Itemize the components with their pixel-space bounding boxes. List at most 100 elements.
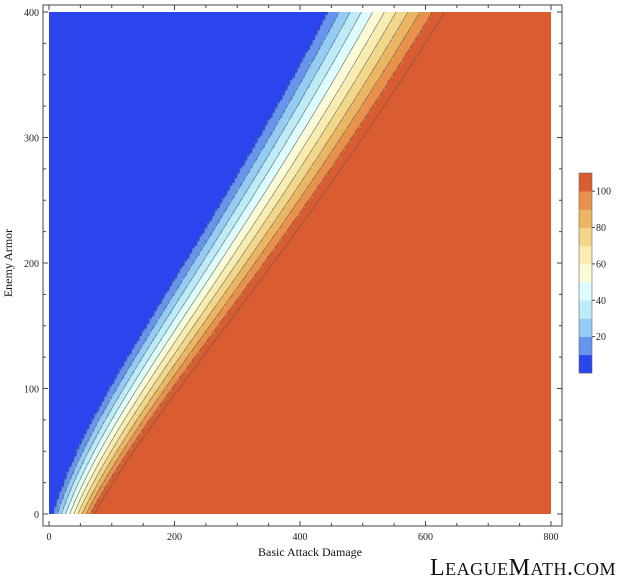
contour-cell bbox=[430, 14, 551, 18]
contour-cell bbox=[242, 164, 253, 168]
contour-cell bbox=[310, 152, 321, 156]
contour-cell bbox=[254, 177, 266, 181]
contour-cell bbox=[166, 317, 175, 322]
contour-cell bbox=[335, 144, 346, 148]
contour-cell bbox=[134, 380, 143, 384]
contour-cell bbox=[49, 245, 195, 249]
contour-cell bbox=[194, 260, 203, 264]
contour-cell bbox=[254, 142, 266, 146]
contour-cell bbox=[377, 41, 391, 45]
contour-cell bbox=[289, 212, 301, 216]
contour-cell bbox=[267, 255, 551, 259]
contour-cell bbox=[367, 19, 381, 23]
contour-cell bbox=[116, 418, 125, 422]
contour-cell bbox=[352, 46, 364, 50]
contour-cell bbox=[116, 410, 123, 414]
contour-cell bbox=[312, 164, 323, 168]
legend-swatch bbox=[579, 318, 592, 337]
contour-cell bbox=[375, 26, 386, 30]
contour-cell bbox=[327, 49, 341, 53]
contour-cell bbox=[420, 31, 551, 35]
contour-cell bbox=[289, 209, 301, 214]
contour-cell bbox=[214, 330, 551, 334]
contour-cell bbox=[96, 476, 103, 480]
contour-cell bbox=[292, 162, 303, 166]
contour-cell bbox=[139, 413, 148, 417]
contour-cell bbox=[212, 257, 223, 261]
contour-cell bbox=[49, 448, 77, 452]
contour-cell bbox=[144, 415, 153, 419]
contour-cell bbox=[224, 277, 236, 281]
contour-cell bbox=[342, 64, 354, 68]
contour-cell bbox=[116, 388, 123, 392]
contour-cell bbox=[94, 460, 100, 465]
contour-cell bbox=[355, 96, 366, 101]
contour-cell bbox=[202, 312, 210, 317]
contour-cell bbox=[116, 465, 551, 470]
contour-cell bbox=[337, 89, 349, 93]
contour-cell bbox=[94, 470, 100, 475]
contour-cell bbox=[204, 342, 551, 347]
contour-cell bbox=[177, 337, 185, 342]
contour-cell bbox=[49, 493, 60, 497]
contour-cell bbox=[49, 21, 323, 25]
contour-cell bbox=[372, 66, 386, 71]
contour-cell bbox=[166, 330, 175, 334]
contour-cell bbox=[114, 460, 123, 465]
contour-cell bbox=[239, 230, 251, 234]
contour-cell bbox=[49, 81, 291, 86]
contour-cell bbox=[204, 297, 213, 301]
contour-cell bbox=[382, 51, 396, 56]
contour-cell bbox=[302, 129, 313, 133]
contour-cell bbox=[340, 154, 551, 158]
contour-cell bbox=[264, 232, 276, 236]
contour-cell bbox=[350, 31, 361, 35]
contour-cell bbox=[139, 337, 148, 342]
contour-cell bbox=[239, 245, 248, 249]
contour-cell bbox=[342, 134, 354, 138]
contour-cell bbox=[262, 162, 273, 166]
contour-cell bbox=[106, 458, 113, 462]
contour-cell bbox=[287, 122, 298, 126]
contour-cell bbox=[187, 272, 195, 276]
contour-cell bbox=[49, 142, 256, 146]
contour-cell bbox=[109, 413, 115, 417]
contour-cell bbox=[207, 222, 218, 226]
contour-cell bbox=[49, 64, 301, 68]
contour-cell bbox=[111, 428, 120, 432]
contour-cell bbox=[141, 390, 150, 394]
contour-cell bbox=[332, 147, 346, 151]
contour-cell bbox=[397, 46, 411, 50]
contour-cell bbox=[327, 69, 341, 73]
contour-cell bbox=[352, 99, 366, 103]
contour-cell bbox=[164, 342, 173, 347]
contour-cell bbox=[352, 66, 364, 71]
contour-cell bbox=[94, 413, 103, 417]
contour-cell bbox=[287, 202, 296, 206]
contour-cell bbox=[347, 91, 359, 96]
contour-cell bbox=[287, 104, 298, 108]
contour-cell bbox=[287, 137, 298, 141]
contour-cell bbox=[292, 112, 303, 116]
contour-cell bbox=[355, 61, 366, 66]
contour-cell bbox=[375, 81, 389, 86]
contour-cell bbox=[267, 119, 278, 123]
contour-cell bbox=[136, 378, 143, 382]
contour-cell bbox=[322, 114, 333, 118]
contour-cell bbox=[166, 305, 175, 309]
contour-cell bbox=[79, 501, 85, 505]
contour-cell bbox=[96, 433, 105, 437]
contour-cell bbox=[49, 104, 278, 108]
contour-cell bbox=[144, 388, 150, 392]
contour-cell bbox=[174, 327, 185, 332]
contour-cell bbox=[214, 209, 226, 214]
contour-cell bbox=[332, 96, 346, 101]
contour-cell bbox=[49, 59, 303, 63]
contour-cell bbox=[141, 332, 150, 337]
contour-cell bbox=[370, 91, 381, 96]
contour-cell bbox=[79, 491, 85, 495]
contour-cell bbox=[307, 122, 318, 126]
contour-cell bbox=[69, 478, 75, 482]
contour-cell bbox=[69, 501, 75, 505]
contour-cell bbox=[310, 61, 323, 66]
